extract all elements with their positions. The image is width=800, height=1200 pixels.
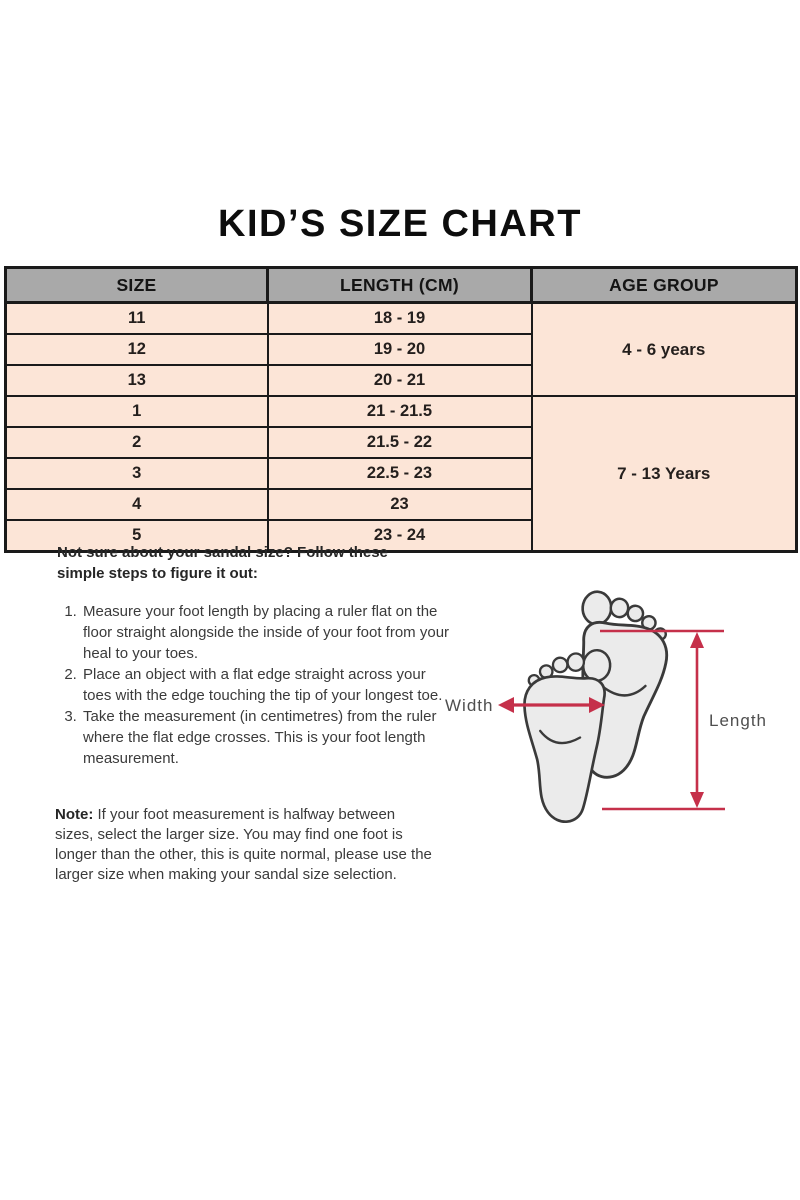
length-cell: 22.5 - 23 xyxy=(266,457,533,490)
length-label: Length xyxy=(709,711,767,730)
size-cell: 3 xyxy=(4,457,269,490)
size-cell: 2 xyxy=(4,426,269,459)
size-cell: 4 xyxy=(4,488,269,521)
size-cell: 5 xyxy=(4,519,269,553)
table-row: 12 19 - 20 xyxy=(4,333,797,366)
table-row: 5 23 - 24 xyxy=(4,519,797,553)
left-foot-illustration xyxy=(515,644,613,826)
length-cell: 23 xyxy=(266,488,533,521)
note-text: If your foot measurement is halfway betw… xyxy=(55,806,432,883)
length-cell: 23 - 24 xyxy=(266,519,533,553)
length-cell: 21.5 - 22 xyxy=(266,426,533,459)
table-row: 11 18 - 19 4 - 6 years xyxy=(4,301,798,397)
table-row: 1 21 - 21.5 7 - 13 Years xyxy=(4,395,798,553)
age-group-cell: 7 - 13 Years xyxy=(530,395,798,553)
sizing-steps: Measure your foot length by placing a ru… xyxy=(57,601,453,769)
header-age: AGE GROUP xyxy=(530,266,798,304)
table-row: 2 21.5 - 22 xyxy=(4,426,797,459)
sizing-intro: Not sure about your sandal size? Follow … xyxy=(57,544,388,582)
header-size: SIZE xyxy=(4,266,269,304)
length-cell: 19 - 20 xyxy=(266,333,533,366)
step-item: Take the measurement (in centimetres) fr… xyxy=(81,706,453,769)
sizing-note: Note: If your foot measurement is halfwa… xyxy=(55,805,437,885)
table-row: 3 22.5 - 23 xyxy=(4,457,797,490)
age-group-cell: 4 - 6 years xyxy=(530,301,798,397)
foot-measurement-diagram: Width Length xyxy=(445,589,767,826)
size-cell: 12 xyxy=(4,333,269,366)
length-cell: 21 - 21.5 xyxy=(266,395,533,428)
length-cell: 18 - 19 xyxy=(266,301,533,335)
step-item: Place an object with a flat edge straigh… xyxy=(81,664,453,706)
size-cell: 13 xyxy=(4,364,269,397)
length-arrow-icon xyxy=(600,629,725,811)
length-cell: 20 - 21 xyxy=(266,364,533,397)
size-cell: 11 xyxy=(4,301,269,335)
table-row: 13 20 - 21 xyxy=(4,364,797,397)
table-row: 4 23 xyxy=(4,488,797,521)
width-arrow-icon xyxy=(498,697,605,713)
size-table: SIZE LENGTH (CM) AGE GROUP 11 18 - 19 4 … xyxy=(4,266,798,553)
size-cell: 1 xyxy=(4,395,269,428)
page-title: KID’S SIZE CHART xyxy=(218,203,582,245)
width-label: Width xyxy=(445,696,493,715)
header-length: LENGTH (CM) xyxy=(266,266,533,304)
table-header-row: SIZE LENGTH (CM) AGE GROUP xyxy=(4,266,798,304)
note-label: Note: xyxy=(55,806,94,823)
step-item: Measure your foot length by placing a ru… xyxy=(81,601,453,664)
